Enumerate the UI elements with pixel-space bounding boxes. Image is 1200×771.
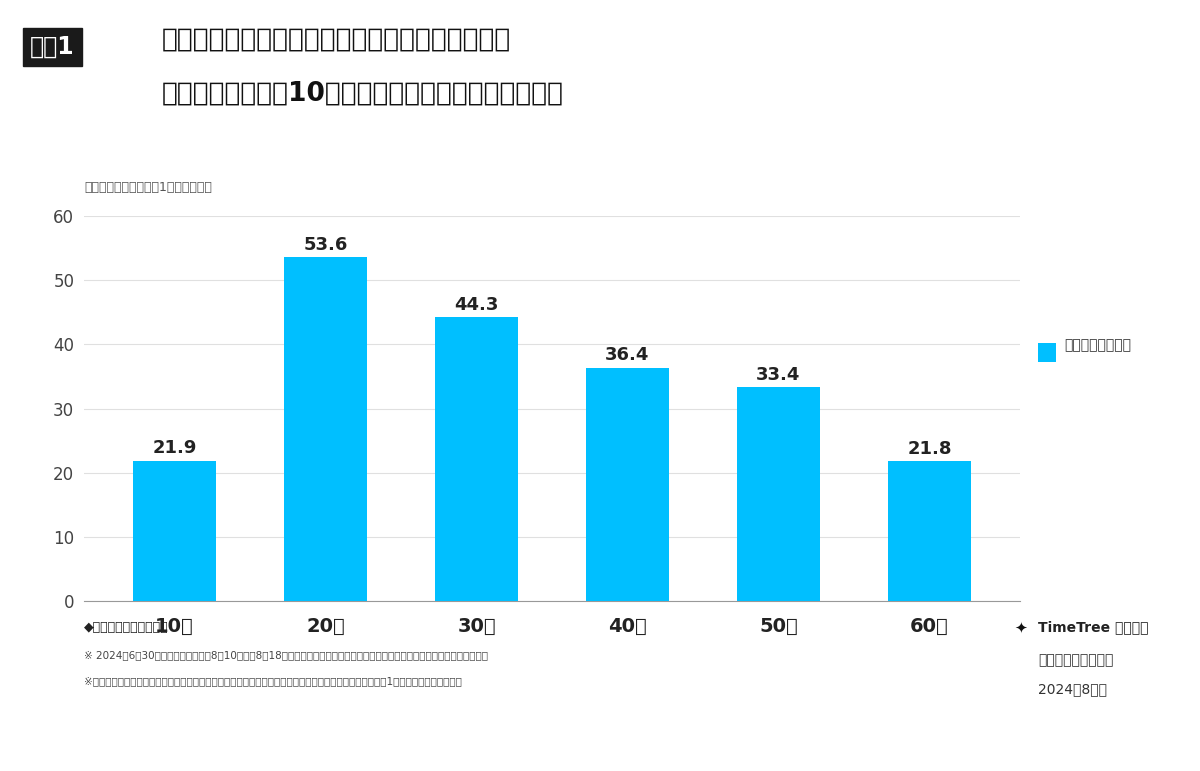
Text: ✦: ✦ xyxy=(1014,621,1027,635)
Bar xyxy=(888,461,971,601)
Text: 実家暮らしの多い10代を除き若い世代ほど多くなった: 実家暮らしの多い10代を除き若い世代ほど多くなった xyxy=(162,81,564,107)
Text: 帰省予定登録人数: 帰省予定登録人数 xyxy=(1064,338,1132,352)
Text: ※世代ごとのユーザー母数の違いを加味して世代間の数字を比較するため、集計した登録者数を予定登録者1万人あたりの数値に変換: ※世代ごとのユーザー母数の違いを加味して世代間の数字を比較するため、集計した登録… xyxy=(84,676,462,686)
Bar xyxy=(284,257,367,601)
Bar xyxy=(737,387,820,601)
Text: 33.4: 33.4 xyxy=(756,365,800,384)
Text: 44.3: 44.3 xyxy=(455,295,499,314)
Text: 53.6: 53.6 xyxy=(304,236,348,254)
Text: TimeTree 未来総研: TimeTree 未来総研 xyxy=(1038,621,1148,635)
Bar xyxy=(586,368,670,601)
Text: 36.4: 36.4 xyxy=(605,346,649,365)
Bar xyxy=(133,461,216,601)
Text: お盆期間に「帰省」の予定を登録している人数は: お盆期間に「帰省」の予定を登録している人数は xyxy=(162,27,511,53)
Text: ※ 2024年6月30日までに作成され、8月10日から8月18日の期間に登録されている「帰省」を含む予定の登録者数を世代別に集計: ※ 2024年6月30日までに作成され、8月10日から8月18日の期間に登録され… xyxy=(84,650,488,660)
Text: 21.9: 21.9 xyxy=(152,439,197,457)
Text: 図表1: 図表1 xyxy=(30,35,74,59)
Text: 21.8: 21.8 xyxy=(907,440,952,458)
Text: 単位：人（予定登録者1万人あたり）: 単位：人（予定登録者1万人あたり） xyxy=(84,181,212,194)
Text: ◆グラフの数値について: ◆グラフの数値について xyxy=(84,621,169,634)
Bar xyxy=(436,317,518,601)
Text: 2024年8月版: 2024年8月版 xyxy=(1038,682,1108,696)
Text: 未来データレポート: 未来データレポート xyxy=(1038,653,1114,667)
